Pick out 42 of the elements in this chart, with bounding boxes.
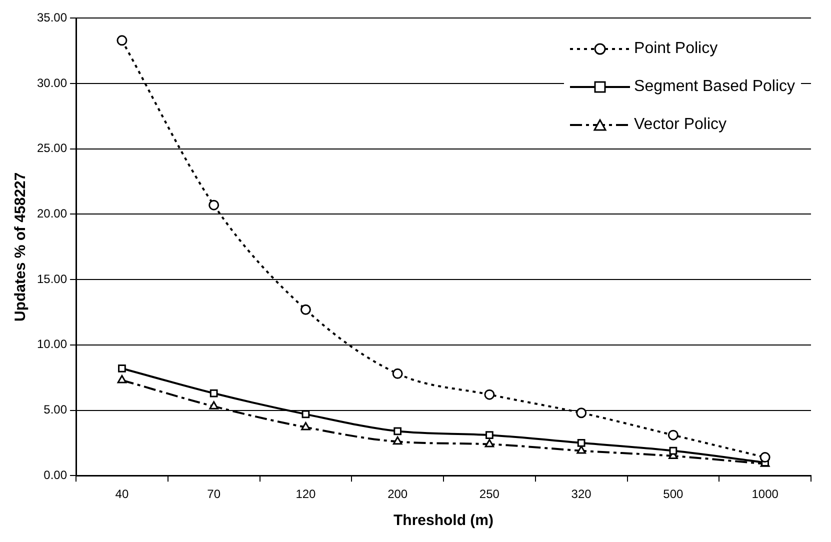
- point: [392, 436, 402, 445]
- x-tick-label: 120: [296, 487, 316, 502]
- x-tick-label: 250: [479, 487, 500, 502]
- y-axis-title: Updates % of 458227: [12, 172, 30, 322]
- x-tick-label: 320: [571, 487, 592, 502]
- point: [576, 408, 587, 418]
- point: [300, 304, 311, 315]
- x-tick-label: 1000: [752, 487, 779, 502]
- point: [576, 446, 586, 454]
- y-tick-label: 20.00: [37, 206, 68, 221]
- point: [394, 427, 402, 436]
- point: [210, 389, 218, 398]
- y-tick-label: 15.00: [37, 272, 68, 286]
- point: [486, 431, 494, 440]
- point: [117, 374, 127, 384]
- point: [668, 430, 678, 440]
- y-tick-label: 0.00: [44, 468, 68, 482]
- x-tick-label: 70: [207, 487, 221, 502]
- point: [208, 200, 220, 210]
- point: [209, 401, 218, 410]
- x-axis-title: Threshold (m): [394, 512, 494, 530]
- legend-label: Point Policy: [634, 40, 718, 58]
- point: [118, 364, 126, 372]
- point: [392, 368, 403, 379]
- point: [577, 438, 586, 447]
- x-tick-label: 500: [663, 487, 684, 502]
- point: [760, 452, 770, 463]
- point: [116, 35, 128, 46]
- legend-label: Vector Policy: [634, 116, 726, 134]
- point: [484, 438, 494, 448]
- y-tick-label: 5.00: [44, 402, 68, 417]
- y-tick-label: 10.00: [37, 337, 68, 352]
- x-tick-label: 40: [115, 487, 129, 502]
- point: [301, 422, 310, 430]
- point: [669, 446, 678, 455]
- point: [484, 389, 495, 400]
- y-tick-label: 30.00: [37, 76, 68, 90]
- y-tick-label: 35.00: [37, 10, 68, 25]
- x-tick-label: 200: [388, 487, 408, 502]
- y-tick-label: 25.00: [37, 141, 68, 156]
- legend-label: Segment Based Policy: [634, 78, 795, 96]
- point: [302, 410, 310, 418]
